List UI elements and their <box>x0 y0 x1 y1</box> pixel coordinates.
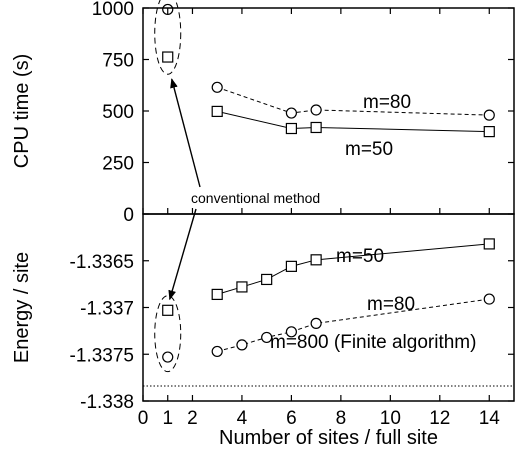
top-ytick-label: 0 <box>123 205 134 226</box>
data-point <box>310 121 322 134</box>
annotation-arrow-top <box>170 78 201 188</box>
data-point <box>285 260 297 272</box>
data-point <box>285 326 297 338</box>
conventional-ellipse-bottom <box>154 295 182 373</box>
bottom-ytick-label: -1.337 <box>80 299 134 320</box>
xtick-label: 8 <box>336 408 347 429</box>
data-point <box>285 107 297 119</box>
label-m50-top: m=50 <box>345 139 393 160</box>
conventional-point-m50-energy <box>162 304 174 316</box>
data-point <box>483 293 495 305</box>
label-m50-bottom: m=50 <box>336 246 384 267</box>
xtick-label: 1 <box>162 408 173 429</box>
bottom-ytick-label: -1.3365 <box>70 252 134 273</box>
data-point <box>483 109 495 121</box>
bottom-plot-frame <box>142 213 515 402</box>
annotation-arrow-bottom <box>168 208 197 301</box>
data-point <box>483 125 495 138</box>
series-1-1 <box>211 293 495 358</box>
xtick-label: 12 <box>429 408 450 429</box>
top-ytick-label: 500 <box>102 102 134 123</box>
bottom-ytick-label: -1.338 <box>80 392 134 413</box>
conventional-point-m80-energy <box>162 351 174 363</box>
top-ytick-label: 250 <box>102 154 134 175</box>
top-ytick-label: 1000 <box>92 0 134 20</box>
x-axis-title: Number of sites / full site <box>219 427 438 449</box>
label-m80-top: m=80 <box>363 92 411 113</box>
data-point <box>211 81 223 93</box>
bottom-ytick-label: -1.3375 <box>70 345 134 366</box>
label-m80-bottom: m=80 <box>367 294 415 315</box>
data-point <box>310 104 322 116</box>
top-y-axis-title: CPU time (s) <box>11 54 33 168</box>
series-0-0 <box>211 81 495 121</box>
data-point <box>483 238 495 250</box>
series-1-0 <box>211 238 495 301</box>
series-0-1 <box>211 105 495 138</box>
xtick-label: 6 <box>286 408 297 429</box>
data-point <box>211 105 223 118</box>
data-point <box>211 288 223 301</box>
conventional-ellipse-top <box>154 0 182 75</box>
xtick-label: 2 <box>187 408 198 429</box>
data-point <box>211 345 223 358</box>
data-point <box>261 331 273 344</box>
data-point <box>261 273 273 286</box>
data-point <box>310 317 322 329</box>
xtick-label: 14 <box>479 408 501 429</box>
xtick-label: 10 <box>380 408 401 429</box>
label-m800-finite: m=800 (Finite algorithm) <box>270 332 476 353</box>
xtick-label: 4 <box>237 408 248 429</box>
conventional-method-annotation: conventional method <box>191 190 320 206</box>
series-line <box>217 110 490 133</box>
bottom-y-axis-title: Energy / site <box>11 252 33 363</box>
data-point <box>310 254 322 266</box>
top-ytick-label: 750 <box>102 51 134 72</box>
xtick-label: 0 <box>138 408 149 429</box>
annotation-background <box>188 189 368 208</box>
data-point <box>236 281 248 293</box>
series-line <box>217 86 490 116</box>
data-point <box>285 122 297 135</box>
conventional-point-m50-cpu <box>162 51 174 63</box>
data-point <box>236 339 248 351</box>
